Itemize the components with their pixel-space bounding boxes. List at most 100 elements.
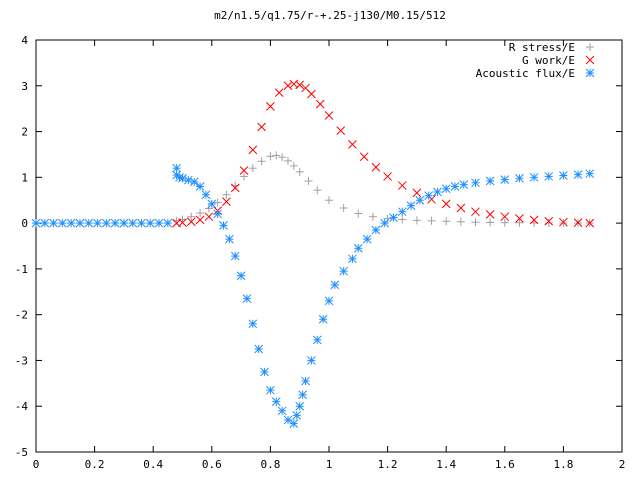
data-point — [324, 296, 334, 306]
data-point — [307, 356, 316, 365]
data-point — [573, 218, 583, 228]
data-point — [31, 218, 41, 228]
x-tick-label: 0.8 — [260, 458, 280, 471]
data-point — [336, 126, 346, 135]
data-point — [93, 218, 102, 228]
data-point — [371, 162, 381, 172]
data-point — [277, 406, 287, 416]
data-point — [312, 335, 322, 345]
data-point — [271, 397, 281, 406]
data-point — [295, 80, 305, 90]
data-point — [415, 195, 425, 205]
data-point — [101, 218, 111, 228]
data-point — [204, 204, 213, 213]
data-point — [573, 170, 583, 179]
data-point — [213, 209, 223, 219]
y-tick-label: 2 — [21, 126, 28, 139]
data-point — [295, 167, 304, 176]
legend-marker — [585, 55, 595, 65]
data-point — [66, 218, 76, 228]
data-point — [380, 218, 390, 228]
y-tick-label: -5 — [15, 446, 28, 459]
data-point — [353, 243, 363, 253]
data-point — [324, 111, 334, 120]
data-point — [204, 212, 214, 222]
data-point — [201, 190, 211, 200]
data-point — [304, 176, 313, 185]
data-point — [398, 215, 407, 224]
data-point — [254, 344, 264, 354]
x-tick-label: 0 — [33, 458, 40, 471]
data-point — [406, 201, 416, 211]
data-point — [230, 183, 240, 193]
data-point — [515, 214, 524, 223]
x-tick-label: 2 — [619, 458, 626, 471]
data-point — [313, 186, 322, 195]
data-point — [222, 190, 231, 199]
x-tick-label: 0.6 — [202, 458, 222, 471]
data-point — [529, 215, 539, 225]
data-point — [84, 218, 94, 228]
data-point — [515, 173, 524, 183]
data-point — [257, 157, 266, 166]
data-point — [450, 182, 460, 191]
data-point — [412, 188, 422, 198]
x-tick-label: 0.2 — [85, 458, 105, 471]
x-tick-label: 1.6 — [495, 458, 515, 471]
data-point — [184, 175, 193, 185]
legend-label: R stress/E — [509, 41, 575, 54]
data-point — [585, 169, 595, 179]
data-point — [544, 172, 554, 181]
data-point — [222, 197, 231, 206]
x-tick-label: 1.2 — [378, 458, 398, 471]
y-tick-label: -1 — [15, 263, 28, 276]
data-point — [339, 204, 348, 213]
data-point — [585, 218, 595, 228]
data-point — [371, 225, 381, 235]
data-point — [292, 411, 302, 420]
y-tick-label: 4 — [21, 34, 28, 47]
data-point — [471, 207, 480, 217]
data-point — [75, 218, 85, 228]
data-point — [359, 152, 369, 162]
data-point — [318, 314, 328, 324]
data-point — [544, 216, 554, 226]
x-tick-label: 1.4 — [436, 458, 456, 471]
legend-marker — [585, 68, 595, 78]
data-point — [330, 280, 340, 290]
legend-label: G work/E — [522, 54, 575, 67]
data-point — [178, 218, 187, 228]
legend-label: Acoustic flux/E — [476, 67, 575, 80]
data-point — [442, 217, 451, 226]
data-point — [427, 216, 436, 225]
data-point — [163, 218, 173, 228]
data-point — [289, 419, 299, 428]
data-point — [248, 164, 257, 173]
data-point — [471, 178, 480, 188]
data-point — [189, 177, 199, 187]
data-point — [272, 151, 281, 160]
data-point — [260, 367, 269, 377]
data-point — [383, 214, 392, 223]
y-tick-label: -4 — [15, 400, 29, 413]
data-point — [239, 166, 249, 175]
data-point — [471, 218, 480, 227]
data-point — [456, 217, 465, 226]
data-point — [257, 122, 266, 132]
data-point — [110, 218, 120, 228]
x-tick-label: 0.4 — [143, 458, 163, 471]
data-point — [248, 319, 258, 329]
data-point — [433, 187, 442, 197]
data-point — [383, 172, 392, 181]
data-point — [368, 212, 377, 221]
data-point — [348, 140, 357, 149]
data-point — [178, 173, 187, 183]
data-point — [196, 209, 205, 218]
y-tick-label: 3 — [21, 80, 28, 93]
data-point — [485, 210, 495, 219]
data-point — [266, 152, 275, 161]
data-point — [236, 271, 246, 281]
y-tick-label: 1 — [21, 171, 28, 184]
data-point — [266, 102, 275, 111]
data-point — [274, 88, 284, 97]
